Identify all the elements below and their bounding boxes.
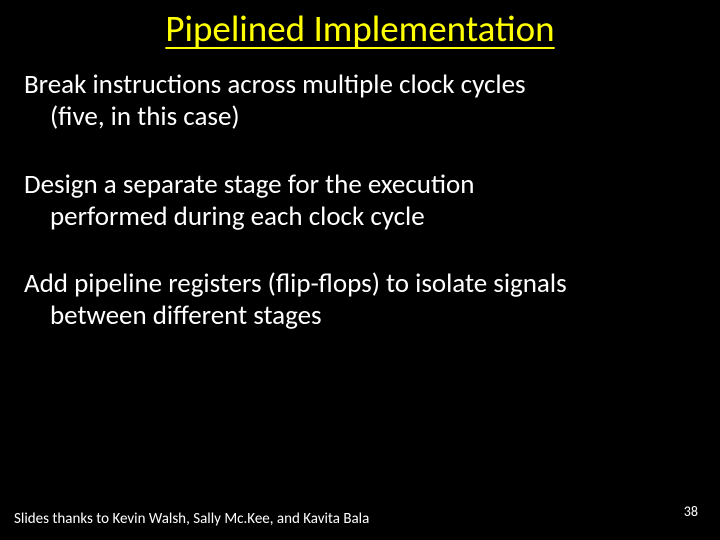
paragraph-2-line-1: Design a separate stage for the executio… [24, 168, 474, 201]
paragraph-3: Add pipeline registers (flip-flops) to i… [24, 268, 696, 332]
slide-title: Pipelined Implementation [0, 0, 720, 51]
footer-credit: Slides thanks to Kevin Walsh, Sally Mc.K… [14, 510, 369, 528]
paragraph-1-line-2: (five, in this case) [24, 101, 696, 133]
paragraph-3-line-1: Add pipeline registers (flip-flops) to i… [24, 267, 567, 300]
paragraph-3-line-2: between different stages [24, 300, 696, 332]
slide-number: 38 [684, 503, 698, 520]
paragraph-1: Break instructions across multiple clock… [24, 69, 696, 133]
paragraph-2: Design a separate stage for the executio… [24, 169, 696, 233]
slide-body: Break instructions across multiple clock… [0, 51, 720, 332]
paragraph-2-line-2: performed during each clock cycle [24, 201, 696, 233]
paragraph-1-line-1: Break instructions across multiple clock… [24, 68, 526, 101]
